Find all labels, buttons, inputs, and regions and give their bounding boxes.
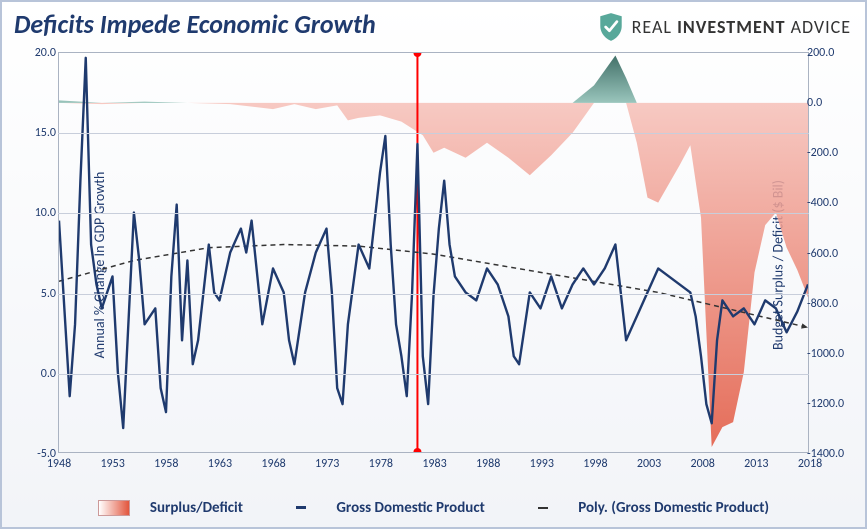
surplus-area-series	[59, 55, 808, 102]
ytick-left: 5.0	[24, 287, 56, 301]
ytick-right: 0.0	[807, 96, 851, 110]
gridline	[58, 213, 809, 214]
ytick-right: -1000.0	[807, 347, 851, 361]
xtick: 1998	[583, 457, 607, 471]
legend-item-poly: Poly. (Gross Domestic Product)	[518, 499, 779, 517]
plot-area	[58, 52, 809, 453]
gridline	[58, 294, 809, 295]
xtick: 1983	[422, 457, 446, 471]
brand-logo: REAL INVESTMENT ADVICE	[598, 12, 851, 42]
gridline	[58, 133, 809, 134]
brand-text-post: ADVICE	[791, 16, 851, 38]
ytick-left: 15.0	[24, 126, 56, 140]
ytick-right: -200.0	[807, 146, 851, 160]
chart-frame: Deficits Impede Economic Growth REAL INV…	[0, 0, 867, 529]
ytick-left: 20.0	[24, 46, 56, 60]
chart-svg	[59, 53, 808, 452]
ytick-right: -400.0	[807, 196, 851, 210]
xtick: 1948	[47, 457, 71, 471]
legend: Surplus/Deficit Gross Domestic Product P…	[2, 499, 865, 517]
ytick-right: 200.0	[807, 46, 851, 60]
legend-label-poly: Poly. (Gross Domestic Product)	[578, 499, 769, 517]
chart-title: Deficits Impede Economic Growth	[14, 8, 376, 40]
xtick: 1988	[476, 457, 500, 471]
ytick-left: 0.0	[24, 367, 56, 381]
shield-icon	[598, 12, 624, 42]
legend-item-gdp: Gross Domestic Product	[276, 499, 494, 517]
legend-label-gdp: Gross Domestic Product	[336, 499, 484, 517]
xtick: 1958	[154, 457, 178, 471]
gridline	[58, 374, 809, 375]
brand-text-mid: INVESTMENT	[677, 16, 785, 38]
brand-text-pre: REAL	[632, 16, 672, 38]
xtick: 2018	[798, 457, 822, 471]
ytick-right: -1200.0	[807, 397, 851, 411]
legend-label-deficit: Surplus/Deficit	[150, 499, 243, 517]
ytick-right: -800.0	[807, 297, 851, 311]
xtick: 1968	[261, 457, 285, 471]
xtick: 1978	[369, 457, 393, 471]
xtick: 2013	[744, 457, 768, 471]
xtick: 2008	[691, 457, 715, 471]
legend-item-deficit: Surplus/Deficit	[88, 499, 253, 517]
xtick: 2003	[637, 457, 661, 471]
ytick-right: -600.0	[807, 247, 851, 261]
xtick: 1953	[100, 457, 124, 471]
poly-arrow	[801, 323, 808, 328]
xtick: 1963	[208, 457, 232, 471]
xtick: 1973	[315, 457, 339, 471]
ytick-left: 10.0	[24, 206, 56, 220]
xtick: 1993	[530, 457, 554, 471]
